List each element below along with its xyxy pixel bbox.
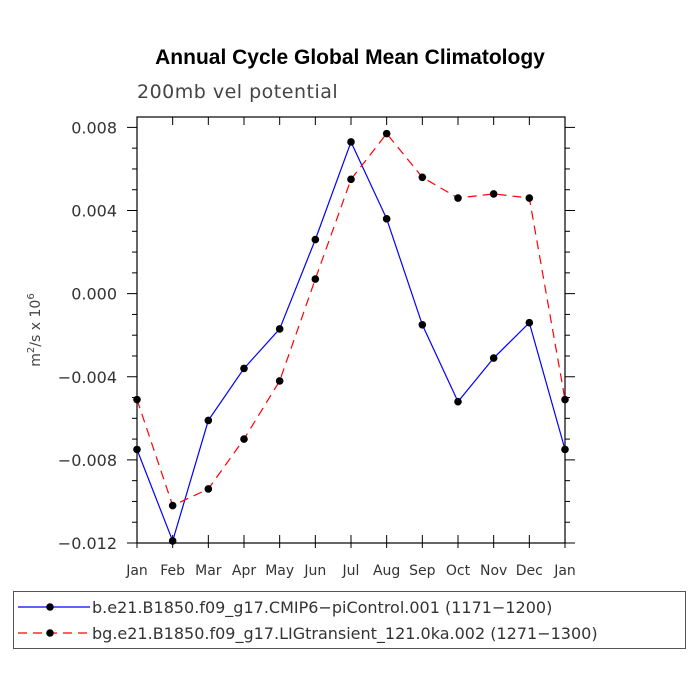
x-tick-label: Jan <box>553 563 576 579</box>
legend-swatch-series-1 <box>18 603 90 611</box>
chart-subtitle: 200mb vel potential <box>137 81 339 103</box>
data-point-series-2 <box>561 395 569 404</box>
data-point-series-2 <box>454 194 462 202</box>
x-tick-label: Jun <box>303 563 326 579</box>
x-tick-label: Aug <box>373 563 400 579</box>
y-axis-label: m2/s x 106 <box>26 293 44 366</box>
chart-title: Annual Cycle Global Mean Climatology <box>155 46 545 69</box>
x-tick-label: Sep <box>409 563 436 579</box>
data-point-series-2 <box>311 275 320 283</box>
legend-swatch-series-2 <box>18 629 90 637</box>
y-tick-label: 0.004 <box>71 202 117 221</box>
x-tick-label: Oct <box>446 563 471 579</box>
legend-item-series-1: b.e21.B1850.f09_g17.CMIP6−piControl.001 … <box>14 595 685 621</box>
legend-label-series-1: b.e21.B1850.f09_g17.CMIP6−piControl.001 … <box>92 598 553 617</box>
data-point-series-2 <box>133 395 141 404</box>
data-point-series-2 <box>168 501 177 510</box>
data-point-series-2 <box>525 194 534 202</box>
x-tick-label: May <box>265 563 294 579</box>
axes: Jan Feb Mar Apr May Jun Jul Aug Sep Oct Nov Dec Jan 0… <box>58 116 576 579</box>
data-point-series-1 <box>133 445 141 454</box>
legend-label-series-2: bg.e21.B1850.f09_g17.LIGtransient_121.0k… <box>92 624 598 643</box>
series-line-1 <box>136 140 566 543</box>
series-line-2 <box>136 132 566 507</box>
data-point-series-1 <box>454 397 462 406</box>
data-point-series-1 <box>561 445 569 454</box>
x-tick-label: Nov <box>480 563 507 579</box>
x-tick-label: Apr <box>232 563 256 579</box>
data-point-series-1 <box>418 321 427 329</box>
y-tick-label: −0.004 <box>58 368 117 387</box>
y-label-mid: /s x 10 <box>28 300 44 347</box>
x-tick-label: Mar <box>195 563 222 579</box>
y-label-base: m <box>28 353 44 367</box>
data-point-series-2 <box>489 190 498 198</box>
data-point-series-1 <box>489 354 498 362</box>
data-point-series-2 <box>275 377 284 385</box>
y-tick-label: −0.012 <box>58 534 117 553</box>
y-tick-label: −0.008 <box>58 451 117 470</box>
data-point-series-2 <box>418 173 427 182</box>
x-tick-label: Jan <box>125 563 148 579</box>
data-point-series-1 <box>240 364 248 373</box>
y-label-sup1: 2 <box>26 347 37 353</box>
y-tick-label: 0.008 <box>71 118 117 137</box>
data-point-series-2 <box>382 129 391 138</box>
x-tick-label: Feb <box>160 563 185 579</box>
series-layer <box>133 129 569 545</box>
data-point-series-2 <box>240 435 248 443</box>
data-point-series-2 <box>204 485 213 493</box>
legend: b.e21.B1850.f09_g17.CMIP6−piControl.001 … <box>13 591 686 649</box>
data-point-series-1 <box>204 416 213 425</box>
data-point-series-2 <box>347 175 355 184</box>
data-point-series-1 <box>347 138 355 146</box>
line-chart: Jan Feb Mar Apr May Jun Jul Aug Sep Oct Nov Dec Jan 0… <box>26 116 576 579</box>
y-label-sup2: 6 <box>26 293 37 299</box>
legend-item-series-2: bg.e21.B1850.f09_g17.LIGtransient_121.0k… <box>14 621 685 647</box>
data-point-series-1 <box>311 235 320 244</box>
data-point-series-1 <box>168 537 177 545</box>
data-point-series-1 <box>275 325 284 333</box>
x-tick-label: Jul <box>342 563 360 579</box>
data-point-series-1 <box>525 318 534 327</box>
data-point-series-1 <box>382 215 391 223</box>
y-tick-label: 0.000 <box>71 285 117 304</box>
x-tick-label: Dec <box>516 563 543 579</box>
